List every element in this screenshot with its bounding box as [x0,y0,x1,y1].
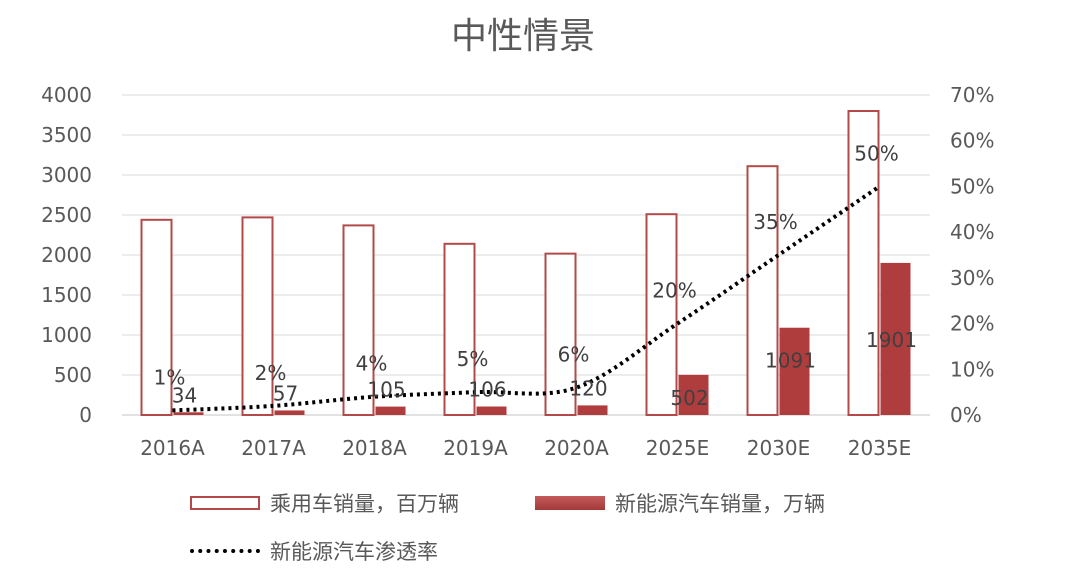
right-tick-label: 40% [950,220,994,244]
passenger-car-bar [241,216,274,416]
left-tick-label: 500 [54,363,92,387]
legend-swatch-outline [190,496,260,510]
nev-value-label: 502 [670,386,708,410]
nev-bars [173,262,911,415]
nev-bar [577,405,608,415]
x-tick-label: 2025E [646,436,710,460]
right-tick-label: 70% [950,83,994,107]
x-tick-label: 2019A [443,436,508,460]
right-tick-label: 50% [950,174,994,198]
left-tick-label: 1000 [41,323,92,347]
legend-swatch-filled [535,496,605,510]
left-tick-label: 4000 [41,83,92,107]
chart-title: 中性情景 [451,16,595,57]
left-axis: 0 500 1000 1500 2000 2500 3000 3500 4000 [41,83,92,427]
nev-bar [274,410,305,415]
penetration-label: 2% [255,361,287,385]
legend-label-nev-sales: 新能源汽车销量，万辆 [615,492,825,516]
left-tick-label: 2000 [41,243,92,267]
nev-bar [678,374,709,415]
data-labels: 1% 2% 4% 5% 6% 20% 35% 50% 34 57 105 106 120 502 1091 1… [154,141,917,409]
x-tick-label: 2030E [747,436,811,460]
chart: 中性情景 0 500 1000 1500 2000 2500 3000 3500 4000 0%… [41,16,994,460]
legend-swatch-dotted [190,549,260,553]
right-tick-label: 10% [950,357,994,381]
penetration-label: 20% [652,279,696,303]
passenger-car-bar [847,110,880,416]
right-tick-label: 60% [950,129,994,153]
legend-item-passenger-cars: 乘用车销量，百万辆 [190,488,459,518]
passenger-car-bar [746,165,779,416]
x-tick-label: 2020A [544,436,609,460]
legend-label-penetration: 新能源汽车渗透率 [270,540,438,564]
nev-value-label: 1091 [765,349,816,373]
x-tick-label: 2016A [140,436,205,460]
x-axis: 2016A 2017A 2018A 2019A 2020A 2025E 2030E 2035E [140,436,911,460]
nev-value-label: 105 [367,378,405,402]
nev-value-label: 106 [468,378,506,402]
legend-item-penetration: 新能源汽车渗透率 [190,536,438,566]
left-tick-label: 3000 [41,163,92,187]
nev-bar [173,412,204,415]
left-tick-label: 3500 [41,123,92,147]
passenger-car-bar [342,224,375,416]
penetration-label: 35% [753,210,797,234]
penetration-label: 50% [854,141,898,165]
passenger-car-bars [140,110,880,416]
nev-bar [779,327,810,415]
passenger-car-bar [443,242,476,416]
nev-value-label: 1901 [866,328,917,352]
passenger-car-bar [140,218,173,416]
legend: 乘用车销量，百万辆 新能源汽车销量，万辆 新能源汽车渗透率 [190,488,910,568]
nev-bar [476,406,507,415]
right-axis: 0% 10% 20% 30% 40% 50% 60% 70% [950,83,994,427]
x-tick-label: 2017A [241,436,306,460]
x-tick-label: 2035E [848,436,912,460]
left-tick-label: 0 [79,403,92,427]
right-tick-label: 0% [950,403,982,427]
legend-label-passenger-cars: 乘用车销量，百万辆 [270,492,459,516]
left-tick-label: 2500 [41,203,92,227]
nev-value-label: 120 [569,376,607,400]
penetration-label: 6% [558,343,590,367]
penetration-label: 1% [154,365,186,389]
passenger-car-bar [645,213,678,416]
nev-bar [375,406,406,415]
left-tick-label: 1500 [41,283,92,307]
penetration-label: 5% [457,347,489,371]
legend-item-nev-sales: 新能源汽车销量，万辆 [535,488,825,518]
penetration-label: 4% [356,352,388,376]
nev-value-label: 34 [172,383,197,407]
right-tick-label: 30% [950,266,994,290]
x-tick-label: 2018A [342,436,407,460]
nev-value-label: 57 [273,381,298,405]
nev-bar [880,262,911,415]
right-tick-label: 20% [950,312,994,336]
